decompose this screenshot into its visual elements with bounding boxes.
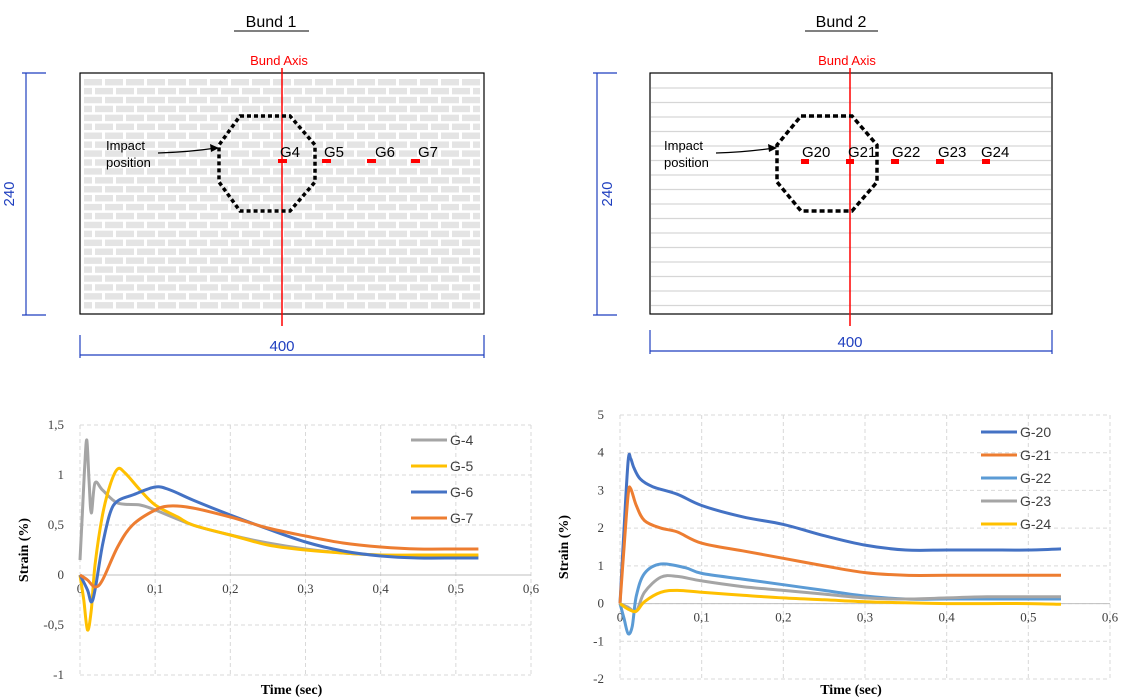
chart-bund1-strain: 0 0,1 0,2 0,3 0,4 0,5 0,6 -1 -0,5 0 0,5 1 1,5 Time (s… (17, 417, 540, 698)
x-tick-label: 0,5 (448, 581, 464, 596)
bund2-layer-lines (651, 87, 1051, 307)
bund2-impact-octagon (775, 114, 879, 213)
legend-label: G-4 (450, 432, 474, 448)
legend-label: G-22 (1020, 470, 1051, 486)
y-tick-label: 4 (598, 445, 605, 460)
x-tick-label: 0 (617, 610, 624, 625)
bund2-impact-arrowhead (768, 144, 777, 152)
gauge-label-g7: G7 (418, 144, 438, 161)
y-tick-label: 3 (598, 482, 605, 497)
bund1-impact-label-2: position (106, 155, 151, 170)
bund2-width-label: 400 (837, 334, 862, 351)
gauge-marker-g20 (801, 159, 809, 164)
x-tick-label: 0,1 (147, 581, 163, 596)
y-tick-label: -1 (593, 633, 604, 648)
x-tick-label: 0,2 (775, 610, 791, 625)
series-line-g-24 (619, 588, 1062, 614)
bund1-impact-label-1: Impact (106, 138, 145, 153)
y-tick-label: 0,5 (48, 517, 64, 532)
y-tick-label: -0,5 (43, 617, 64, 632)
x-tick-label: 0,5 (1020, 610, 1036, 625)
gauge-marker-g7 (411, 159, 420, 163)
x-tick-label: 0,6 (1102, 610, 1119, 625)
series-line-g-23 (619, 574, 1061, 614)
bund2-frame-outline (649, 72, 1053, 315)
bund2-title: Bund 2 (816, 14, 867, 31)
bund1-gauges: G4 G5 G6 G7 (278, 144, 438, 163)
gauge-label-g4: G4 (280, 144, 300, 161)
chart-bund2-strain: 0 0,1 0,2 0,3 0,4 0,5 0,6 -2 -1 0 1 2 3 4 5 Time (sec) S… (557, 407, 1119, 698)
y-tick-label: 1 (58, 467, 65, 482)
legend-label: G-7 (450, 510, 474, 526)
series-line-g-20 (618, 452, 1062, 604)
x-tick-label: 0,6 (523, 581, 540, 596)
y-tick-label: -2 (593, 671, 604, 686)
gauge-label-g22: G22 (892, 144, 920, 161)
y-tick-label: 0 (58, 567, 65, 582)
bund1-height-dimension (22, 72, 46, 316)
bund1-impact-octagon (217, 114, 317, 213)
y-tick-label: 1 (598, 558, 605, 573)
bund1-width-dimension (79, 335, 485, 358)
series-line-g-6 (78, 485, 479, 604)
x-axis-title: Time (sec) (261, 683, 323, 698)
bund2-width-dimension (649, 330, 1053, 354)
series-line-g-7 (79, 504, 479, 589)
bund1-height-label: 240 (1, 181, 18, 206)
bund2-diagram: Bund 2 Bund Axis Impact position G20 G21… (593, 14, 1053, 354)
gauge-marker-g5 (322, 159, 331, 163)
x-tick-label: 0,1 (694, 610, 710, 625)
legend-label: G-23 (1020, 493, 1051, 509)
x-tick-label: 0,4 (373, 581, 390, 596)
bund1-width-label: 400 (269, 338, 294, 355)
legend-label: G-21 (1020, 447, 1051, 463)
x-tick-label: 0,3 (857, 610, 873, 625)
series-line-g-4 (78, 438, 479, 561)
y-axis-title: Strain (%) (557, 515, 572, 580)
gauge-label-g20: G20 (802, 144, 830, 161)
y-tick-label: 1,5 (48, 417, 64, 432)
gauge-label-g5: G5 (324, 144, 344, 161)
gauge-marker-g21 (846, 159, 854, 164)
gauge-marker-g23 (936, 159, 944, 164)
y-axis-title: Strain (%) (17, 518, 32, 583)
bund1-block-pattern (84, 79, 480, 309)
bund2-impact-label-1: Impact (664, 138, 703, 153)
gauge-label-g24: G24 (981, 144, 1009, 161)
x-axis-title: Time (sec) (820, 683, 882, 698)
bund2-gauges: G20 G21 G22 G23 G24 (801, 144, 1009, 164)
legend-label: G-24 (1020, 516, 1051, 532)
legend-label: G-20 (1020, 424, 1051, 440)
gauge-label-g21: G21 (848, 144, 876, 161)
legend-label: G-5 (450, 458, 474, 474)
bund2-impact-label-2: position (664, 155, 709, 170)
y-tick-label: 0 (598, 596, 605, 611)
y-tick-label: 2 (598, 520, 605, 535)
bund2-axis-label: Bund Axis (818, 53, 876, 68)
bund1-axis-label: Bund Axis (250, 53, 308, 68)
gauge-marker-g24 (982, 159, 990, 164)
bund1-diagram: Bund 1 Bund Axis Impact position G4 G5 G… (1, 14, 485, 358)
gauge-marker-g22 (891, 159, 899, 164)
gauge-marker-g6 (367, 159, 376, 163)
x-tick-label: 0,4 (939, 610, 956, 625)
bund2-height-dimension (593, 72, 617, 316)
bund1-impact-arrowhead (210, 144, 219, 152)
bund2-height-label: 240 (599, 181, 616, 206)
series-line-g-21 (618, 485, 1061, 604)
x-tick-label: 0,2 (222, 581, 238, 596)
bund1-title: Bund 1 (246, 14, 297, 31)
legend-label: G-6 (450, 484, 474, 500)
gauge-label-g6: G6 (375, 144, 395, 161)
y-tick-label: 5 (598, 407, 605, 422)
gauge-label-g23: G23 (938, 144, 966, 161)
gauge-marker-g4 (278, 159, 287, 163)
y-tick-label: -1 (53, 667, 64, 682)
x-tick-label: 0,3 (297, 581, 313, 596)
bund2-frame (649, 72, 1053, 315)
x-tick-label: 0 (77, 581, 84, 596)
